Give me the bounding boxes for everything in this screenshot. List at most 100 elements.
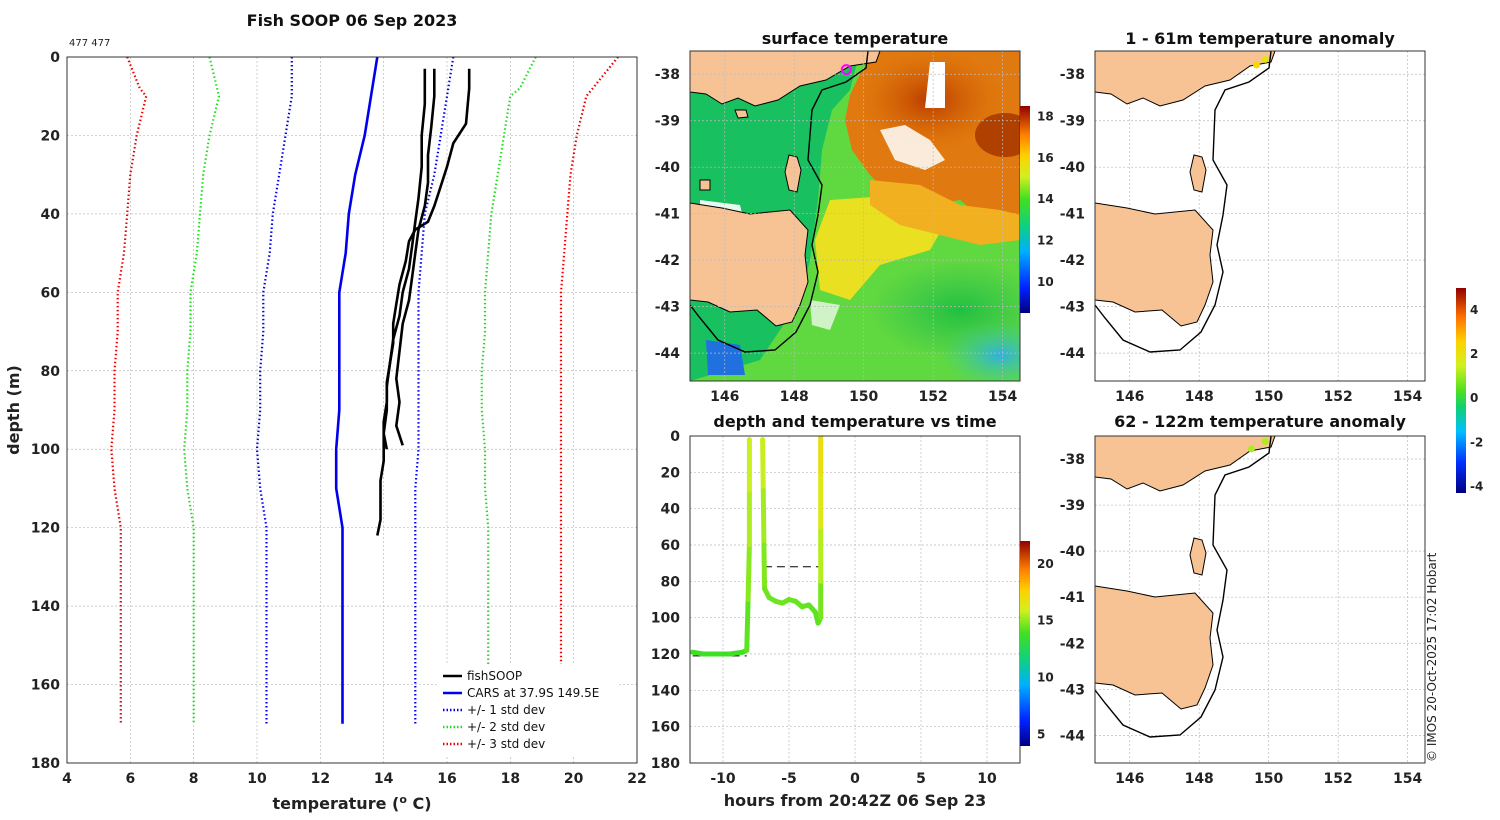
sst-field (690, 51, 1020, 381)
anomaly-shallow-axes-frame (1094, 50, 1426, 382)
timeseries-xtick-label: -10 (710, 771, 736, 787)
sst-shelf-contour (690, 51, 869, 353)
anomaly-dot (1261, 438, 1269, 446)
sst-mainland (690, 51, 881, 107)
profile-xtick-label: 16 (437, 771, 456, 787)
sst-colorbar-tick-label: 14 (1037, 192, 1054, 206)
legend-label-1std: +/- 1 std dev (467, 703, 545, 717)
map-lon-tick-label: 152 (1324, 771, 1353, 787)
profile-ytick-label: 180 (31, 756, 60, 772)
legend-label-2std: +/- 2 std dev (467, 720, 545, 734)
anomaly-dot (1253, 61, 1261, 69)
map-lon-tick-label: 148 (1185, 771, 1214, 787)
credit-text: © IMOS 20-Oct-2025 17:02 Hobart (1425, 552, 1439, 762)
profile-xtick-label: 4 (62, 771, 72, 787)
map-lat-tick-label: -43 (1060, 682, 1085, 698)
timeseries-xtick-label: -5 (781, 771, 797, 787)
anomaly-colorbar-tick-label: -2 (1470, 435, 1483, 449)
sst-cloud-patch-south (810, 300, 840, 330)
series--1-std-dev (255, 57, 293, 724)
timeseries-colorbar-tick-label: 15 (1037, 614, 1054, 628)
anomaly-dot (1261, 55, 1269, 63)
profile-ytick-label: 120 (31, 521, 60, 537)
sst-flinders-island (784, 154, 802, 193)
track-1-segment (761, 542, 768, 592)
profile-legend: fishSOOP CARS at 37.9S 149.5E +/- 1 std … (438, 664, 618, 756)
map-lat-tick-label: -39 (1060, 114, 1085, 130)
map-lon-tick-label: 154 (1393, 771, 1422, 787)
sst-warm-spot (975, 113, 1020, 157)
sst-orange-band (870, 180, 1020, 245)
map-lat-tick-label: -40 (1060, 544, 1086, 560)
series--1-std-dev (414, 57, 455, 724)
sst-grid (690, 51, 1020, 381)
map-lat-tick-label: -43 (1060, 300, 1085, 316)
profile-xtick-label: 18 (501, 771, 520, 787)
map-lat-tick-label: -44 (1060, 728, 1086, 744)
sst-king-island (699, 179, 711, 191)
legend-label-3std: +/- 3 std dev (467, 737, 545, 751)
timeseries-ytick-label: 160 (651, 720, 680, 736)
timeseries-ytick-label: 120 (651, 647, 680, 663)
profile-xtick-label: 8 (189, 771, 199, 787)
anomaly-colorbar (1456, 288, 1466, 493)
map-lon-tick-label: 146 (710, 389, 739, 405)
vessel-position-marker (840, 64, 852, 76)
timeseries-ytick-label: 180 (651, 756, 680, 772)
track-1-segment (760, 488, 767, 548)
anomaly-colorbar-tick-label: 2 (1470, 347, 1478, 361)
map-lon-tick-label: 152 (919, 389, 948, 405)
anomaly-shallow-title: 1 - 61m temperature anomaly (1125, 29, 1395, 48)
map-lon-tick-label: 150 (1254, 771, 1283, 787)
profile-xlabel: temperature (o C) (272, 793, 431, 813)
map-lat-tick-label: -38 (655, 67, 680, 83)
series-fishsoop (382, 68, 427, 450)
profile-ytick-label: 40 (41, 207, 61, 223)
map-lon-tick-label: 150 (849, 389, 878, 405)
profile-plot-area (67, 57, 637, 763)
profile-xtick-label: 6 (125, 771, 135, 787)
profile-ytick-label: 0 (50, 50, 60, 66)
track-0-segment (744, 597, 751, 653)
sst-cloud-gap (925, 62, 945, 108)
map-lat-tick-label: -41 (1060, 207, 1085, 223)
profile-xtick-label: 14 (374, 771, 394, 787)
legend-label-cars: CARS at 37.9S 149.5E (467, 686, 599, 700)
timeseries-ytick-label: 40 (661, 502, 681, 518)
anomaly-deep-panel: 146 148 150 152 154-38-39-40-41-42-43-44 62 … (1060, 288, 1483, 787)
track-1-segment (760, 437, 766, 493)
anomaly-dot (1247, 445, 1255, 453)
anomaly-colorbar-ticks: -4 -2 0 2 4 (1470, 303, 1483, 493)
map-lat-tick-label: -44 (655, 346, 681, 362)
map-lat-tick-label: -42 (1060, 253, 1085, 269)
map-lat-tick-label: -39 (1060, 498, 1085, 514)
timeseries-colorbar-tick-label: 20 (1037, 557, 1054, 571)
timeseries-tracks (690, 436, 824, 657)
anomaly-colorbar-tick-label: 0 (1470, 391, 1478, 405)
sst-colorbar-tick-label: 18 (1037, 109, 1054, 123)
series--3-std-dev (110, 57, 148, 724)
timeseries-colorbar-tick-label: 10 (1037, 671, 1054, 685)
anomaly-shallow-shelf-contour (1095, 51, 1272, 353)
profile-xtick-label: 20 (564, 771, 584, 787)
map-lon-tick-label: 146 (1115, 771, 1144, 787)
sst-small-island (734, 109, 749, 119)
map-lat-tick-label: -41 (655, 207, 680, 223)
map-lon-tick-label: 146 (1115, 389, 1144, 405)
anomaly-shallow-flinders-island (1189, 154, 1207, 193)
timeseries-colorbar (1020, 541, 1030, 746)
sst-colorbar-tick-label: 12 (1037, 234, 1054, 248)
timeseries-title: depth and temperature vs time (713, 412, 996, 431)
timeseries-colorbar-tick-label: 5 (1037, 728, 1045, 742)
timeseries-xtick-label: 0 (850, 771, 860, 787)
anomaly-deep-axes-frame (1094, 435, 1426, 764)
timeseries-colorbar-ticks: 5 10 15 20 (1037, 557, 1054, 742)
anomaly-colorbar-tick-label: -4 (1470, 479, 1483, 493)
anomaly-shallow-tasmania (1095, 202, 1214, 327)
timeseries-ytick-label: 100 (651, 611, 680, 627)
profile-xtick-label: 22 (627, 771, 646, 787)
map-lat-tick-label: -41 (1060, 590, 1085, 606)
